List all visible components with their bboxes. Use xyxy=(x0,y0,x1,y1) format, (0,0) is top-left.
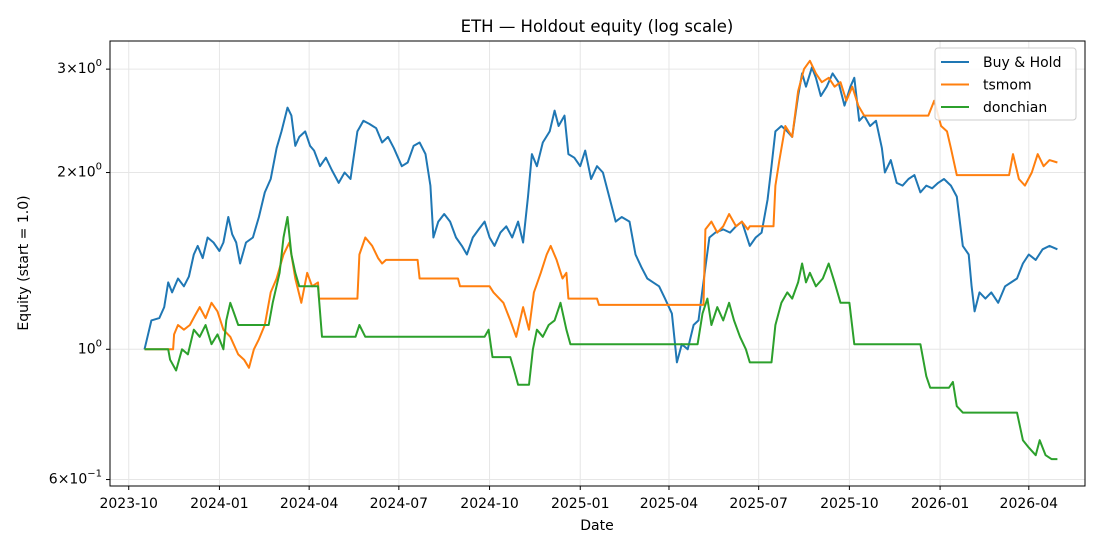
series-line-buy-hold xyxy=(143,66,1058,364)
chart-title: ETH — Holdout equity (log scale) xyxy=(461,17,734,36)
x-tick-label: 2024-07 xyxy=(370,496,429,512)
x-tick-label: 2025-10 xyxy=(820,496,879,512)
x-tick-label: 2026-01 xyxy=(911,496,970,512)
x-tick-label: 2025-04 xyxy=(640,496,699,512)
y-tick-label: 2×100 xyxy=(57,162,102,181)
y-axis: 3×100 2×100 100 6×10−1 xyxy=(49,58,110,488)
x-tick-label: 2024-01 xyxy=(190,496,249,512)
y-tick-label: 100 xyxy=(78,338,102,357)
y-tick-label: 3×100 xyxy=(57,58,102,77)
x-tick-label: 2023-10 xyxy=(99,496,158,512)
legend-label-tsmom: tsmom xyxy=(983,78,1032,94)
legend-label-donchian: donchian xyxy=(983,100,1047,116)
x-tick-label: 2026-04 xyxy=(1000,496,1059,512)
x-axis: 2023-10 2024-01 2024-04 2024-07 2024-10 2025-… xyxy=(99,486,1058,512)
x-tick-label: 2025-01 xyxy=(551,496,610,512)
series-line-tsmom xyxy=(144,59,1058,369)
x-tick-label: 2025-07 xyxy=(729,496,788,512)
x-axis-label: Date xyxy=(580,518,613,534)
y-axis-label: Equity (start = 1.0) xyxy=(16,195,32,330)
y-tick-label: 6×10−1 xyxy=(49,469,102,488)
series-line-donchian xyxy=(144,216,1058,461)
x-tick-label: 2024-04 xyxy=(280,496,339,512)
legend: Buy & Hold tsmom donchian xyxy=(934,47,1077,121)
series-lines xyxy=(143,59,1058,461)
x-tick-label: 2024-10 xyxy=(460,496,519,512)
plot-frame xyxy=(109,40,1086,487)
legend-label-buy-hold: Buy & Hold xyxy=(983,55,1061,71)
legend-box xyxy=(934,47,1077,121)
